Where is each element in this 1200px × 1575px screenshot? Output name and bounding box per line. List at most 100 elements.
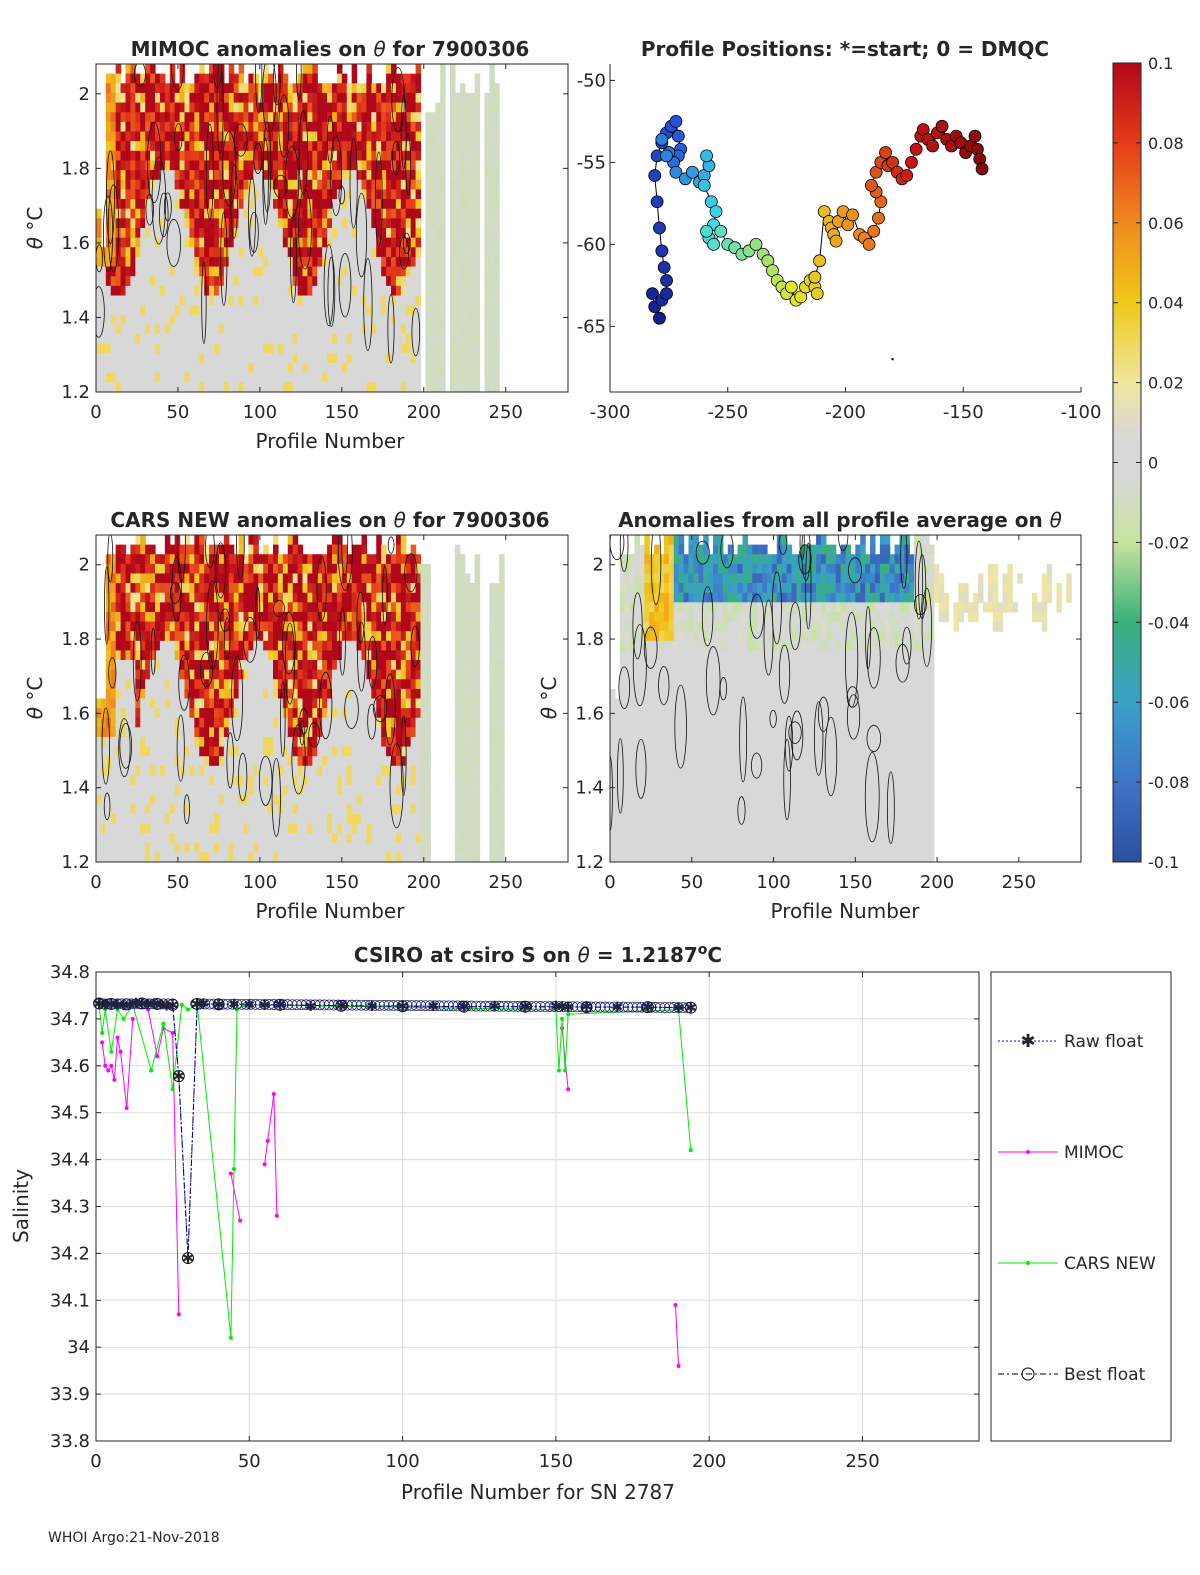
heat-cell [371,218,377,229]
heat-cell [435,256,441,268]
heat-cell [430,343,436,355]
position-point [867,224,881,238]
heat-cell [361,92,368,104]
heat-cell [420,823,427,834]
heat-cell [351,372,358,383]
heat-cell [145,285,151,297]
heat-cell [312,679,318,690]
heat-cell [371,640,377,652]
heat-cell [376,573,382,584]
heat-cell [263,73,269,84]
heat-cell [322,314,328,326]
heat-cell [395,794,402,805]
heat-cell [366,669,372,680]
heat-cell [258,823,264,834]
heat-cell [356,285,363,297]
heat-cell [351,708,358,719]
heat-cell [218,150,225,162]
position-point [829,234,843,248]
heat-cell [391,563,397,575]
heat-cell [204,295,210,306]
heat-cell [410,698,417,709]
heat-cell [425,285,431,297]
heat-cell [169,698,176,709]
heat-cell [307,775,313,786]
heat-cell [474,237,481,248]
heat-cell [430,237,436,248]
heat-cell [145,266,151,277]
heat-cell [115,833,122,844]
heat-cell [287,736,294,748]
position-point [865,178,878,192]
heat-cell [332,717,338,728]
heat-cell [223,602,230,613]
heat-cell [430,208,436,219]
heat-cell [140,756,146,767]
heat-cell [332,150,338,162]
heat-cell [258,334,264,345]
heat-cell [287,535,294,546]
heat-cell [204,382,210,392]
heat-cell [386,256,392,268]
heat-cell [258,343,264,355]
heat-cell [209,775,215,786]
heat-cell [120,256,127,268]
heat-cell [194,535,200,546]
heat-cell [223,621,230,632]
heat-cell [199,823,205,834]
heat-cell [341,237,348,248]
heat-cell [332,179,338,191]
heat-cell [155,189,161,200]
heat-cell [214,640,220,652]
heat-cell [214,554,220,565]
heat-cell [282,794,289,805]
heat-cell [258,698,264,709]
heat-cell [120,756,127,767]
heat-cell [440,314,446,326]
heat-cell [120,228,127,239]
heat-cell [100,727,107,738]
heat-cell [332,804,338,815]
heat-cell [120,765,127,777]
heat-cell [376,756,382,767]
heat-cell [194,237,200,248]
position-point [879,146,892,159]
heat-cell [381,353,387,364]
heat-cell [140,189,146,200]
heat-cell [282,765,289,777]
heat-cell [341,228,348,239]
heat-cell [346,343,353,355]
heat-cell [120,324,127,335]
heat-cell [307,765,313,777]
heat-cell [263,573,269,584]
heat-cell [435,276,441,287]
heat-cell [381,688,387,700]
heat-cell [184,218,191,229]
heat-cell [302,199,309,210]
heat-cell [194,150,200,162]
heat-cell [248,679,254,690]
heat-cell [440,228,446,239]
heat-cell [282,573,289,584]
heat-cell [302,353,309,364]
heat-cell [273,717,279,728]
heat-cell [248,813,254,825]
heat-cell [297,247,304,258]
heat-cell [228,544,235,555]
heat-cell [135,208,141,219]
heat-cell [371,842,377,853]
heat-cell [189,160,195,171]
heat-cell [174,785,181,796]
heat-cell [317,189,323,200]
heat-cell [105,688,112,700]
heat-cell [386,813,392,825]
heat-cell [164,92,171,104]
heat-cell [145,324,151,335]
heat-cell [228,305,235,316]
heat-cell [174,573,181,584]
heat-cell [405,833,412,844]
heat-cell [169,102,176,113]
heat-cell [145,237,151,248]
position-point [810,287,824,301]
heat-cell [474,324,481,335]
